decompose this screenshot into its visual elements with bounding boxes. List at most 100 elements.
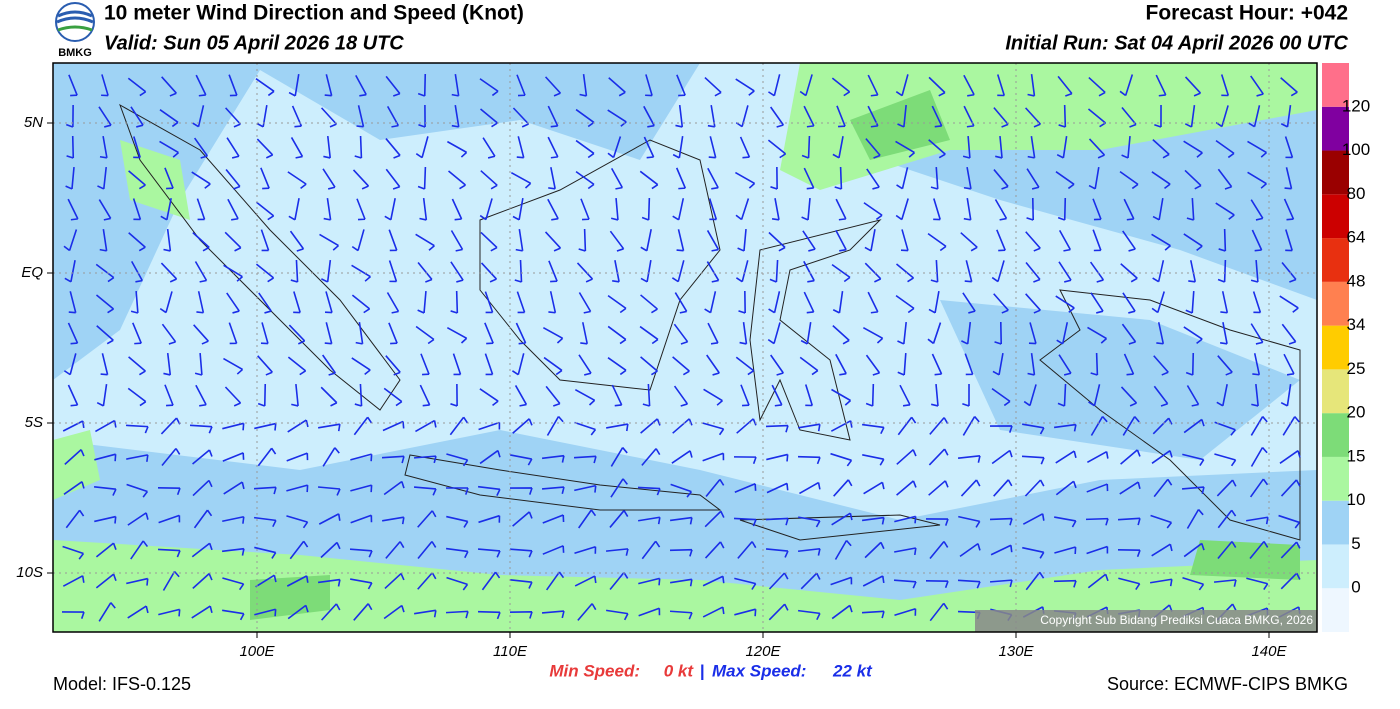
- wind-barb: [1250, 446, 1268, 467]
- wind-barb: [993, 169, 1009, 190]
- wind-barb: [67, 322, 79, 345]
- wind-barb: [957, 579, 981, 589]
- wind-barb: [62, 575, 85, 587]
- wind-barb: [574, 545, 597, 555]
- wind-barb: [68, 74, 78, 97]
- wind-barb: [1215, 202, 1235, 220]
- wind-barb: [1216, 479, 1237, 497]
- wind-barb: [672, 198, 685, 221]
- wind-barb: [224, 231, 242, 252]
- wind-barb: [1213, 579, 1237, 587]
- wind-barb: [929, 602, 949, 622]
- wind-barb: [669, 516, 693, 525]
- wind-barb: [864, 541, 885, 559]
- wind-barb: [158, 514, 181, 524]
- wind-barb: [1022, 513, 1045, 525]
- wind-barb: [900, 229, 909, 252]
- wind-barb: [702, 575, 725, 587]
- wind-barb: [542, 326, 564, 344]
- graticule: [53, 63, 1317, 632]
- wind-barb: [640, 418, 661, 434]
- colorbar-swatch: [1322, 413, 1349, 457]
- wind-barb: [323, 135, 332, 159]
- wind-barb: [95, 542, 117, 558]
- wind-barb: [484, 291, 494, 314]
- wind-barb: [445, 487, 469, 495]
- wind-barb: [1056, 322, 1069, 345]
- wind-barb: [68, 291, 77, 314]
- wind-barb: [895, 140, 915, 158]
- wind-barb: [512, 418, 533, 434]
- wind-barb: [992, 353, 1004, 376]
- wind-barb: [927, 322, 942, 345]
- wind-barb: [288, 74, 300, 97]
- wind-barb: [1183, 233, 1203, 251]
- wind-barb: [417, 290, 427, 314]
- wind-barb: [1155, 74, 1167, 97]
- wind-barb: [1088, 138, 1106, 159]
- wind-barb: [256, 138, 274, 159]
- wind-barb: [1248, 105, 1261, 128]
- wind-barb: [318, 423, 341, 432]
- wind-barb: [355, 74, 367, 97]
- colorbar-swatch: [1322, 456, 1349, 501]
- wind-barb: [96, 383, 108, 407]
- wind-barb: [381, 455, 405, 464]
- wind-barb: [1087, 108, 1107, 128]
- wind-barb: [287, 356, 307, 376]
- wind-barb: [1122, 230, 1136, 252]
- wind-barb: [931, 105, 943, 128]
- wind-barb: [126, 577, 149, 586]
- wind-barb: [895, 263, 915, 283]
- wind-barb: [1055, 171, 1075, 190]
- wind-barb: [643, 105, 655, 128]
- wind-barb: [1183, 418, 1205, 434]
- colorbar-label: 15: [1347, 446, 1366, 465]
- wind-barb: [191, 171, 211, 189]
- wind-barb: [324, 291, 333, 314]
- wind-barb: [317, 486, 341, 496]
- max-speed-value: 22 kt: [832, 661, 873, 680]
- wind-barb: [1119, 481, 1141, 495]
- wind-barb: [642, 383, 651, 407]
- wind-barb: [895, 74, 909, 97]
- wind-barb: [97, 166, 108, 190]
- wind-barb: [1023, 384, 1037, 407]
- wind-barb: [770, 166, 778, 190]
- wind-barb: [993, 107, 1009, 128]
- wind-barb: [509, 610, 533, 619]
- wind-barb: [1216, 384, 1228, 407]
- wind-barb: [1054, 546, 1077, 555]
- wind-barb: [738, 290, 746, 314]
- wind-barb: [1252, 291, 1262, 314]
- wind-barb: [161, 76, 177, 97]
- initial-run: Initial Run: Sat 04 April 2026 00 UTC: [1005, 32, 1348, 54]
- wind-barb: [224, 386, 242, 407]
- wind-barb: [445, 610, 469, 619]
- wind-barb: [1055, 480, 1077, 496]
- wind-barb: [1121, 135, 1131, 159]
- wind-barb: [1090, 352, 1099, 376]
- wind-barb: [321, 259, 332, 283]
- wind-barb: [196, 198, 206, 221]
- lon-label: 110E: [493, 643, 528, 660]
- wind-barb: [512, 511, 533, 527]
- wind-barb: [798, 516, 821, 528]
- wind-barb: [704, 291, 717, 314]
- wind-barb: [164, 167, 174, 190]
- wind-barb: [1025, 293, 1041, 314]
- colorbar-swatch: [1322, 588, 1349, 632]
- wind-barb: [612, 260, 620, 283]
- wind-barb: [548, 291, 557, 314]
- wind-barb: [63, 481, 85, 495]
- wind-barb: [1024, 107, 1042, 128]
- wind-barb: [1024, 479, 1045, 497]
- wind-barb: [836, 105, 846, 128]
- wind-barb: [832, 325, 850, 345]
- wind-barb: [896, 167, 909, 190]
- wind-barb: [290, 137, 304, 159]
- wind-barb: [1088, 167, 1100, 190]
- wind-barb: [1058, 104, 1067, 128]
- wind-barb: [351, 357, 371, 375]
- wind-barb: [1283, 198, 1295, 221]
